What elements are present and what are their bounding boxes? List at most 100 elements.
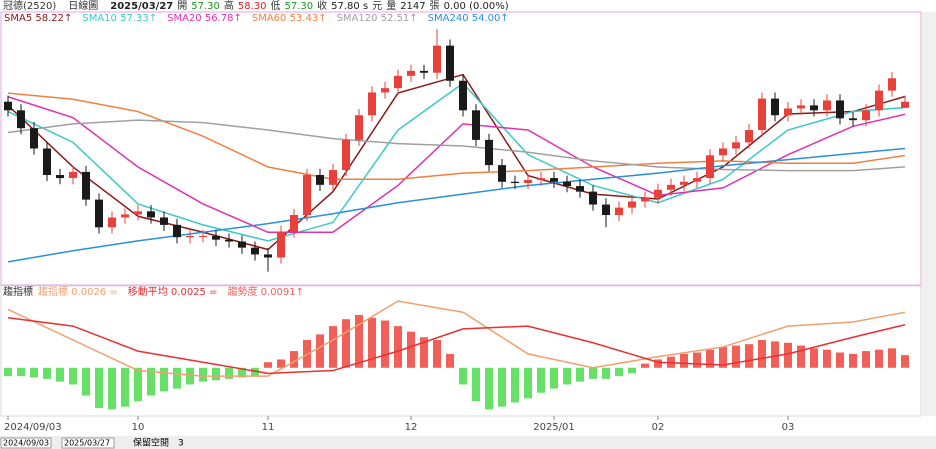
candle-body <box>667 184 675 190</box>
end-date[interactable]: 2025/03/27 <box>64 439 110 448</box>
legend-item: SMA60 53.43↑ <box>252 13 327 24</box>
histogram-bar <box>95 367 103 409</box>
header-text: 57.30 <box>191 1 220 12</box>
candle-body <box>810 105 818 111</box>
start-date[interactable]: 2024/09/03 <box>3 439 49 448</box>
histogram-bar <box>43 367 51 379</box>
histogram-bar <box>875 349 883 368</box>
histogram-bar <box>147 367 155 396</box>
header-text: 2147 <box>400 1 425 12</box>
header-text: 量 <box>386 0 396 12</box>
histogram-bar <box>30 367 38 378</box>
histogram-bar <box>849 353 857 368</box>
candle-body <box>95 199 103 228</box>
histogram-bar <box>823 349 831 368</box>
header-text: 元 <box>372 1 382 12</box>
candle-body <box>160 217 168 225</box>
histogram-bar <box>511 367 519 403</box>
histogram-bar <box>69 367 77 385</box>
candle-body <box>589 191 597 205</box>
candle-body <box>69 171 77 179</box>
histogram-bar <box>693 352 701 368</box>
histogram-bar <box>394 326 402 368</box>
legend-item: SMA10 57.33↑ <box>82 13 157 24</box>
histogram-bar <box>459 367 467 385</box>
candle-body <box>173 224 181 238</box>
indicator-line <box>7 317 906 375</box>
candle-body <box>17 110 25 129</box>
candle-body <box>602 204 610 216</box>
histogram-bar <box>238 367 246 378</box>
x-tick-label: 03 <box>782 422 795 433</box>
candle-body <box>511 181 519 183</box>
candle-body <box>563 181 571 187</box>
candle-body <box>797 105 805 109</box>
start-date-box[interactable] <box>0 437 52 449</box>
candle-body <box>329 170 337 185</box>
candle-body <box>628 201 636 208</box>
candle-body <box>862 110 870 121</box>
histogram-bar <box>173 367 181 389</box>
candle-body <box>4 101 12 111</box>
histogram-bar <box>680 353 688 368</box>
candle-body <box>407 70 415 76</box>
x-tick-label: 11 <box>262 422 275 433</box>
histogram-bar <box>719 346 727 368</box>
candle-body <box>303 174 311 216</box>
histogram-bar <box>446 353 454 368</box>
candle-body <box>745 130 753 143</box>
candle-body <box>732 142 740 149</box>
moving-average-line <box>7 147 906 263</box>
candle-body <box>381 88 389 93</box>
histogram-bar <box>160 367 168 392</box>
histogram-bar <box>797 345 805 368</box>
histogram-bar <box>82 367 90 396</box>
header: 冠德(2520) 日線圖 2025/03/27 開 57.30 高 58.30 低 57.30 收… <box>3 0 509 12</box>
x-tick-label: 12 <box>405 422 418 433</box>
histogram-bar <box>758 340 766 368</box>
histogram-bar <box>381 320 389 368</box>
histogram-bar <box>745 344 753 368</box>
legend-item: SMA120 52.51↑ <box>337 13 418 24</box>
histogram-bar <box>563 367 571 385</box>
x-tick-label: 10 <box>132 422 145 433</box>
candle-body <box>290 215 298 232</box>
histogram-bar <box>108 367 116 410</box>
legend-item: 趨指標 0.0026 = <box>38 285 118 298</box>
candle-body <box>43 148 51 175</box>
histogram-bar <box>485 367 493 410</box>
candle-body <box>758 98 766 131</box>
header-text: 0.00 (0.00%) <box>444 1 509 12</box>
x-tick-label: 02 <box>652 422 665 433</box>
histogram-bar <box>706 349 714 368</box>
histogram-bar <box>225 367 233 379</box>
candle-body <box>550 178 558 182</box>
candle-body <box>420 70 428 73</box>
candle-body <box>147 211 155 218</box>
candle-body <box>108 217 116 228</box>
histogram-bar <box>732 345 740 368</box>
histogram-bar <box>199 367 207 382</box>
candle-body <box>342 139 350 171</box>
candle-body <box>706 155 714 179</box>
header-text: 開 <box>177 0 187 12</box>
histogram-bar <box>524 367 532 399</box>
candle-body <box>459 80 467 111</box>
header-text: 高 <box>224 0 234 12</box>
header-text: 低 <box>271 0 281 12</box>
candle-body <box>251 247 259 255</box>
candle-body <box>225 239 233 242</box>
moving-average-line <box>7 119 906 172</box>
histogram-bar <box>329 326 337 368</box>
histogram-bar <box>771 341 779 368</box>
histogram-bar <box>654 359 662 368</box>
legend-item: SMA20 56.78↑ <box>167 13 242 24</box>
legend-item: SMA240 54.00↑ <box>428 13 509 24</box>
x-tick-label: 2025/01 <box>533 422 575 433</box>
reserve-value[interactable]: 3 <box>178 439 184 449</box>
candle-body <box>264 254 272 258</box>
end-date-box[interactable] <box>61 437 115 449</box>
panel-title: 趨指標 <box>3 285 33 298</box>
